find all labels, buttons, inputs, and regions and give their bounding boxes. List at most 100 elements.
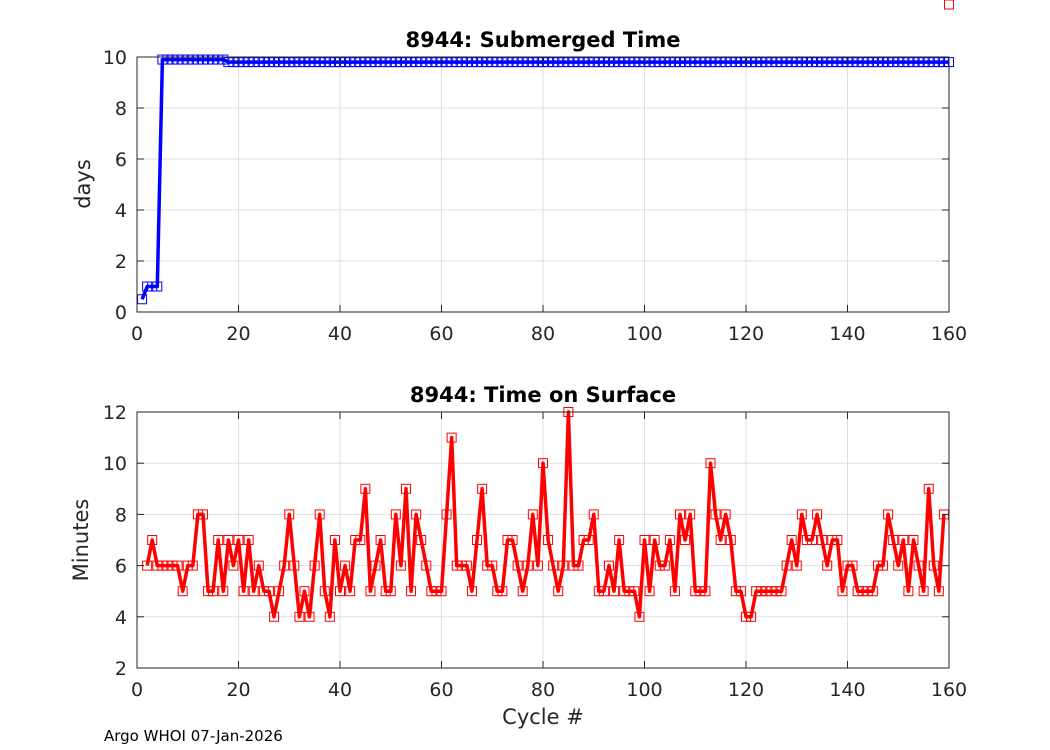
data-point-marker — [228, 57, 239, 68]
data-point-marker — [553, 586, 564, 597]
data-point-marker — [517, 57, 528, 68]
data-point-marker — [472, 535, 483, 545]
y-tick-label: 2 — [115, 658, 127, 680]
data-point-marker — [725, 535, 736, 545]
data-point-marker — [446, 432, 457, 443]
data-point-marker — [563, 57, 574, 68]
data-point-marker — [527, 57, 538, 68]
data-point-marker — [888, 57, 899, 68]
data-point-marker — [603, 57, 614, 68]
data-point-marker — [741, 611, 751, 622]
data-point-marker — [411, 509, 422, 520]
data-point-marker — [192, 509, 203, 520]
data-point-marker — [538, 458, 548, 469]
data-point-marker — [137, 294, 148, 305]
data-point-marker — [629, 57, 640, 68]
data-point-marker — [299, 586, 310, 597]
data-point-marker — [400, 57, 411, 68]
data-point-marker — [664, 57, 675, 68]
data-point-marker — [532, 560, 543, 571]
data-point-marker — [553, 57, 564, 68]
data-point-marker — [786, 535, 797, 545]
data-point-marker — [725, 57, 736, 68]
data-point-marker — [593, 57, 604, 68]
data-point-marker — [654, 560, 665, 571]
data-point-marker — [756, 57, 767, 68]
y-axis-label: days — [71, 159, 95, 209]
data-point-marker — [938, 57, 949, 68]
data-point-marker — [502, 57, 513, 68]
data-point-marker — [878, 57, 889, 68]
data-point-marker — [771, 57, 782, 68]
data-point-marker — [847, 57, 858, 68]
data-point-marker — [253, 560, 264, 571]
data-point-marker — [578, 57, 589, 68]
data-point-marker — [573, 57, 584, 68]
y-tick-label: 12 — [103, 402, 127, 424]
data-point-marker — [933, 57, 944, 68]
y-tick-label: 4 — [115, 607, 127, 629]
data-point-marker — [451, 560, 462, 571]
data-point-marker — [898, 535, 909, 545]
data-point-marker — [913, 57, 924, 68]
data-point-marker — [776, 57, 787, 68]
data-point-marker — [532, 57, 543, 68]
data-point-marker — [497, 57, 508, 68]
data-point-marker — [568, 560, 579, 571]
x-tick-label: 0 — [131, 323, 143, 345]
data-point-marker — [218, 586, 229, 597]
data-point-marker — [522, 560, 533, 571]
x-tick-label: 140 — [829, 679, 865, 701]
data-point-marker — [522, 57, 533, 68]
data-point-marker — [350, 57, 361, 68]
data-point-marker — [228, 560, 239, 571]
data-point-marker — [675, 509, 686, 520]
data-point-marker — [451, 57, 462, 68]
data-point-marker — [695, 586, 706, 597]
data-point-marker — [299, 57, 310, 68]
y-axis-label: Minutes — [69, 499, 93, 582]
data-point-marker — [715, 57, 726, 68]
data-point-marker — [319, 586, 330, 597]
data-point-marker — [319, 57, 330, 68]
y-tick-label: 10 — [103, 47, 127, 69]
data-point-marker — [634, 57, 645, 68]
data-point-marker — [619, 57, 630, 68]
data-point-marker — [928, 57, 939, 68]
data-point-marker — [380, 57, 391, 68]
data-point-marker — [492, 57, 503, 68]
data-point-marker — [345, 57, 356, 68]
data-point-marker — [852, 586, 863, 597]
data-point-marker — [162, 54, 173, 65]
data-point-marker — [603, 560, 614, 571]
data-point-marker — [213, 535, 224, 545]
data-point-marker — [461, 57, 472, 68]
data-point-marker — [274, 57, 285, 68]
data-point-marker — [238, 586, 249, 597]
x-tick-label: 100 — [626, 679, 662, 701]
data-point-marker — [208, 586, 219, 597]
data-point-marker — [837, 586, 848, 597]
data-point-marker — [416, 535, 427, 545]
data-point-marker — [309, 560, 320, 571]
data-point-marker — [482, 560, 493, 571]
data-point-marker — [543, 57, 554, 68]
data-point-marker — [857, 586, 868, 597]
data-point-marker — [669, 586, 680, 597]
data-point-marker — [187, 560, 198, 571]
data-point-marker — [466, 586, 477, 597]
x-tick-label: 0 — [131, 679, 143, 701]
data-point-marker — [659, 57, 670, 68]
data-point-marker — [182, 560, 193, 571]
data-point-marker — [558, 560, 569, 571]
data-point-marker — [406, 586, 417, 597]
data-point-marker — [735, 57, 746, 68]
data-point-marker — [426, 57, 437, 68]
data-point-marker — [223, 535, 234, 545]
data-point-marker — [659, 560, 670, 571]
data-point-marker — [583, 57, 594, 68]
data-point-marker — [147, 281, 158, 292]
data-point-marker — [456, 57, 467, 68]
data-point-marker — [685, 509, 696, 520]
